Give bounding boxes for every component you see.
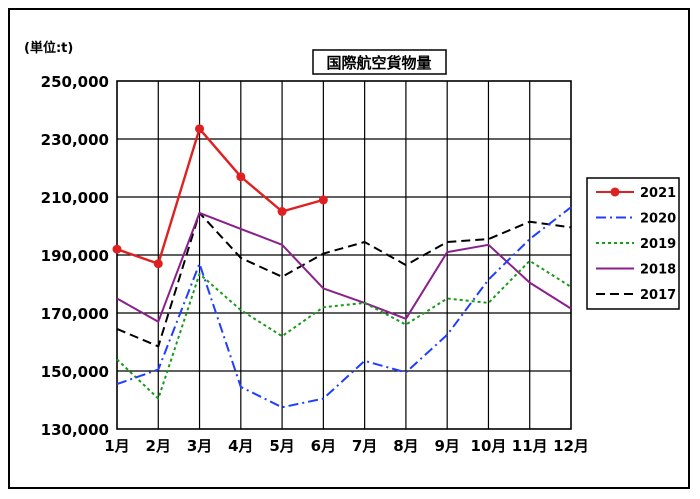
y-tick-label: 150,000 (41, 363, 109, 381)
legend-label-2019: 2019 (640, 237, 676, 252)
data-point-2021 (277, 207, 287, 216)
x-tick-label: 9月 (434, 437, 459, 455)
legend-label-2021: 2021 (640, 186, 676, 201)
y-tick-label: 190,000 (41, 247, 109, 265)
chart-title-box: 国際航空貨物量 (312, 49, 447, 75)
legend-label-2017: 2017 (640, 288, 676, 303)
series-lines (112, 124, 572, 409)
legend-label-2020: 2020 (640, 212, 676, 227)
data-point-2021 (318, 195, 328, 205)
x-tick-label: 7月 (352, 437, 377, 455)
x-tick-label: 11月 (512, 437, 548, 455)
x-tick-label: 3月 (187, 437, 212, 455)
legend-label-2018: 2018 (640, 263, 676, 278)
data-point-2021 (195, 124, 205, 134)
y-tick-label: 210,000 (41, 189, 109, 207)
data-point-2021 (236, 172, 246, 182)
series-line-2020 (116, 206, 572, 409)
x-tick-label: 5月 (269, 437, 294, 455)
y-tick-label: 130,000 (41, 421, 109, 439)
grid (116, 80, 572, 430)
x-axis-ticks: 1月 2月 3月 4月 5月 6月 7月 8月 9月 10月 11月 12月 (104, 437, 589, 455)
series-line-2017 (116, 211, 572, 348)
unit-label: (単位:t) (24, 40, 73, 56)
legend: 2021 2020 2019 2018 2017 (586, 177, 680, 310)
series-line-2021 (116, 127, 324, 265)
x-tick-label: 12月 (553, 437, 589, 455)
x-tick-label: 1月 (104, 437, 129, 455)
data-point-2021 (112, 244, 122, 254)
y-tick-label: 250,000 (41, 73, 109, 91)
x-tick-label: 6月 (311, 437, 336, 455)
chart-title: 国際航空貨物量 (326, 54, 431, 72)
chart-frame (8, 8, 690, 489)
y-tick-label: 170,000 (41, 305, 109, 323)
legend-marker-2021 (610, 187, 620, 197)
x-tick-label: 4月 (228, 437, 253, 455)
data-point-2021 (153, 259, 163, 269)
x-tick-label: 10月 (471, 437, 507, 455)
x-tick-label: 2月 (146, 437, 171, 455)
y-axis-ticks: 130,000 150,000 170,000 190,000 210,000 230,0… (41, 73, 109, 439)
x-tick-label: 8月 (393, 437, 418, 455)
series-line-2018 (116, 211, 572, 323)
y-tick-label: 230,000 (41, 131, 109, 149)
series-line-2019 (116, 259, 572, 400)
